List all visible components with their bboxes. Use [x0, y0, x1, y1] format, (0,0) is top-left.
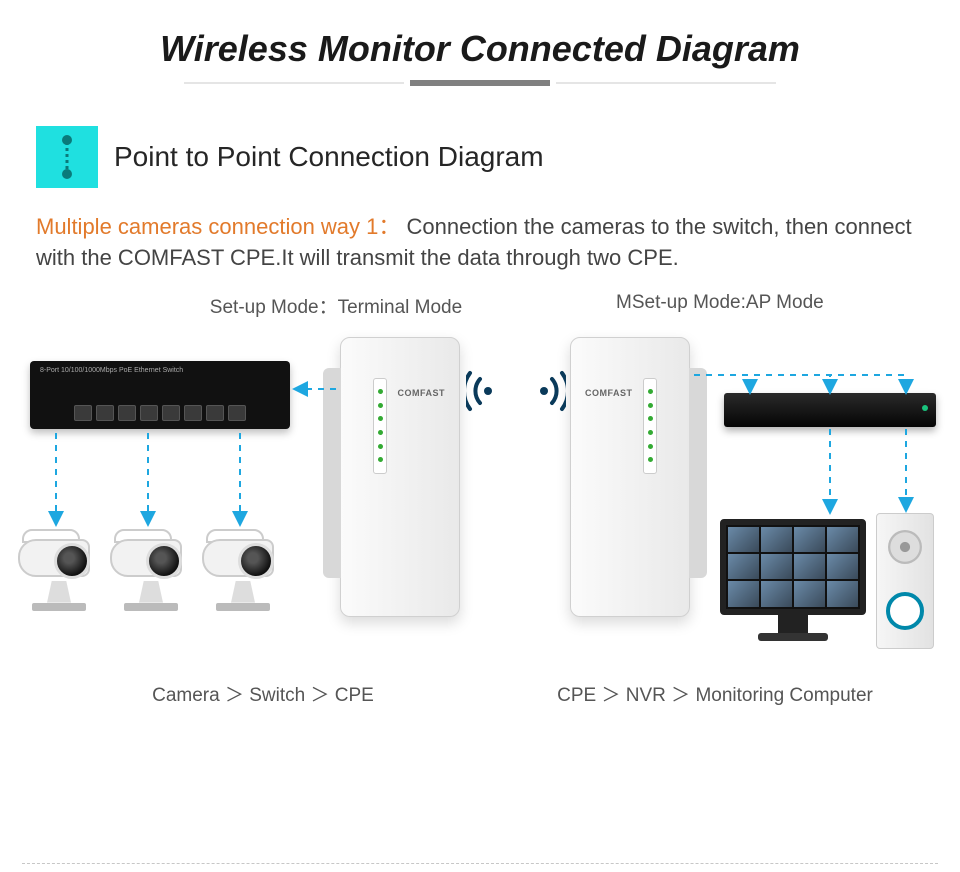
flow-left-label: Camera ＞ Switch ＞ CPE [0, 680, 470, 707]
page-title: Wireless Monitor Connected Diagram [0, 0, 960, 80]
camera-device [110, 529, 192, 611]
mode-right-label: MSet-up Mode:AP Mode [516, 292, 924, 319]
pc-tower-device [876, 513, 934, 649]
section-heading: Point to Point Connection Diagram [114, 141, 544, 173]
description-highlight: Multiple cameras connection way 1： [36, 214, 400, 239]
switch-ports-icon [74, 405, 246, 421]
camera-device [18, 529, 100, 611]
title-underline [0, 80, 960, 86]
section-badge-icon [36, 126, 98, 188]
nvr-device [724, 393, 936, 427]
cpe-brand-label: COMFAST [398, 388, 446, 398]
switch-device: 8-Port 10/100/1000Mbps PoE Ethernet Swit… [30, 361, 290, 429]
section-header: Point to Point Connection Diagram [0, 126, 960, 212]
cpe-led-icon [373, 378, 387, 474]
camera-device [202, 529, 284, 611]
cpe-right-device: COMFAST [570, 337, 690, 617]
monitor-device [720, 519, 866, 641]
mode-labels-row: Set-up Mode：Terminal Mode MSet-up Mode:A… [0, 292, 960, 319]
wifi-signal-icon [530, 369, 566, 413]
network-diagram: 8-Port 10/100/1000Mbps PoE Ethernet Swit… [0, 329, 960, 709]
flow-right-label: CPE ＞ NVR ＞ Monitoring Computer [470, 680, 960, 707]
switch-label-text: 8-Port 10/100/1000Mbps PoE Ethernet Swit… [40, 367, 183, 374]
description-text: Multiple cameras connection way 1： Conne… [0, 212, 960, 292]
divider [22, 863, 938, 864]
cpe-brand-label: COMFAST [585, 388, 633, 398]
wifi-signal-icon [466, 369, 502, 413]
monitor-screen-icon [720, 519, 866, 615]
flow-labels-row: Camera ＞ Switch ＞ CPE CPE ＞ NVR ＞ Monito… [0, 680, 960, 707]
mode-left-label: Set-up Mode：Terminal Mode [36, 292, 516, 319]
cpe-left-device: COMFAST [340, 337, 460, 617]
cpe-led-icon [643, 378, 657, 474]
